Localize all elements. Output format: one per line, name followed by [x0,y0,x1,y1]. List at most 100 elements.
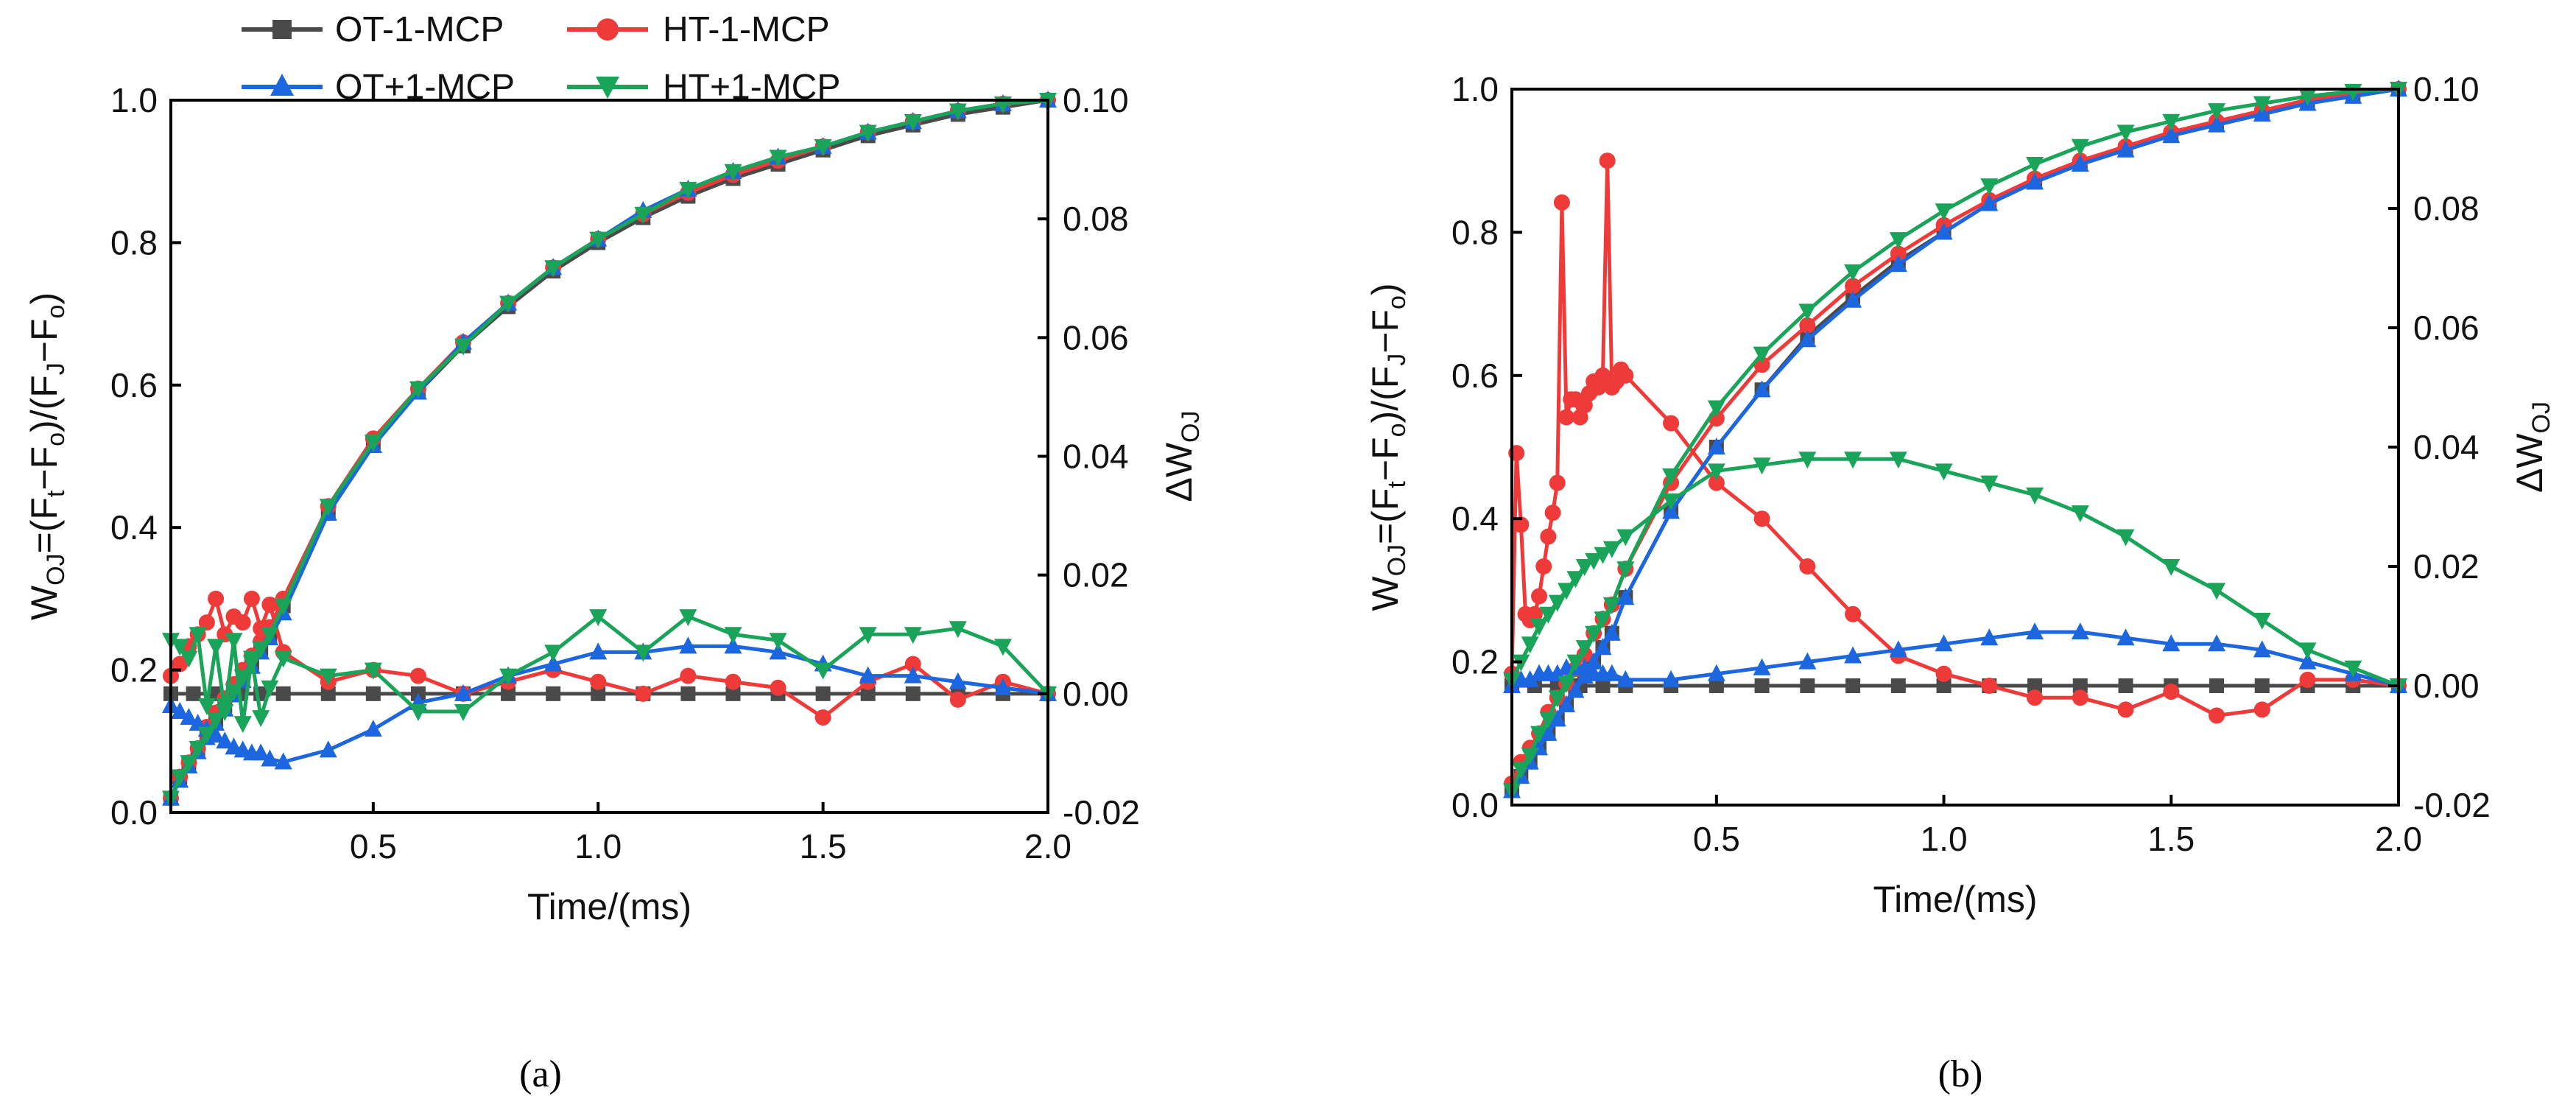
series-ht-1-mcp-right-point [1981,678,1998,694]
legend-item-ot-minus: OT-1-MCP [242,10,504,49]
series-htplus1-mcp-right-point [1844,452,1862,469]
axis-label-text: ΔW [1158,442,1200,502]
series-ht-1-mcp-right-line [1510,158,2399,717]
series-otplus1-mcp-left-point [1566,681,1585,698]
series-ht-1-mcp-right-point [1663,415,1680,432]
series-htplus1-mcp-right-point [1935,463,1953,481]
series-htplus1-mcp-right-point [544,644,563,662]
series-ht-1-mcp-right-point [2209,707,2225,724]
axis-label-text: −F [1365,437,1406,481]
series-otplus1-mcp-right-point [724,636,742,654]
y-tick-label: 0.2 [1451,643,1499,681]
series-htplus1-mcp-left-point [589,231,608,249]
series-htplus1-mcp-left-point [2298,88,2317,106]
series-otplus1-mcp-right-point [1844,646,1862,664]
series-ht-1-mcp-right-point [1935,665,1952,682]
y2-tick-label: 0.06 [2413,309,2480,347]
y-axis-label: WOJ​=(Ft​−Fo​)/(FJ​−Fo​) [1365,283,1411,611]
legend-label-ot-minus: OT-1-MCP [335,10,504,49]
series-ot-1-mcp-right-point [546,686,561,701]
series-htplus1-mcp-right-point [189,627,207,644]
series-htplus1-mcp-left-point [769,150,787,167]
series-htplus1-mcp-right-point [769,633,787,650]
series-htplus1-mcp-left-point [1521,747,1539,765]
series-ht-1-mcp-right-point [635,685,652,702]
series-otplus1-mcp-right-point [1889,640,1907,658]
y-tick-label: 0.0 [110,793,158,832]
series-htplus1-mcp-right-point [1753,457,1771,475]
series-htplus1-mcp-right-point [2116,529,2135,547]
series-ht-1-mcp-right-point [1753,510,1770,527]
series-htplus1-mcp-left-point [1512,762,1530,779]
series-otplus1-mcp-left-point [1980,194,1999,211]
series-otplus1-mcp-left-point [1602,623,1621,641]
series-ot-1-mcp-right-point [1845,678,1861,693]
series-htplus1-mcp-right-point [1980,475,1999,493]
series-htplus1-mcp-right-point [233,716,252,734]
series-htplus1-mcp-left-point [1980,178,1999,196]
series-otplus1-mcp-left-point [2116,140,2135,158]
series-ht-1-mcp-right-point [409,667,426,684]
series-htplus1-mcp-left-point [274,598,292,616]
series-htplus1-mcp-left-point [904,114,922,132]
series-htplus1-mcp-left-point [1594,611,1612,629]
series-otplus1-mcp-right-point [904,666,922,684]
y-tick-label: 1.0 [1451,70,1499,108]
series-otplus1-mcp-left-point [2162,126,2181,144]
series-htplus1-mcp-left-point [207,712,225,730]
y2-tick-label: -0.02 [1063,793,1140,832]
series-htplus1-mcp-left-point [252,641,270,658]
series-ht-1-mcp-right-point [1617,367,1634,384]
series-htplus1-mcp-left-point [189,740,207,758]
series-htplus1-mcp-left-point [679,181,697,199]
axis-label-text: ) [24,292,65,305]
series-otplus1-mcp-right-point [2071,622,2089,640]
series-htplus1-mcp-left-point [2026,157,2044,175]
y-axis-label: WOJ​=(Ft​−Fo​)/(FJ​−Fo​) [24,292,70,620]
series-htplus1-mcp-left-point [1548,690,1566,708]
series-ht-1-mcp-left-point [1845,278,1862,295]
series-otplus1-mcp-left-point [2071,155,2089,172]
x-axis-label: Time/(ms) [527,886,691,927]
chart-panel-b: 0.5 1.0 1.5 2.0 0.0 0.2 0.4 0.6 0.8 1.0 -0.02 0.00 0… [1365,70,2555,920]
series-htplus1-mcp-right-point [252,710,270,728]
series-group [162,91,1057,808]
series-htplus1-mcp-left-point [2253,96,2271,113]
series-ot-1-mcp-right-point [1754,678,1770,693]
series-ot-1-mcp-right-point [2209,678,2225,693]
series-otplus1-mcp-right-point [1980,628,1999,646]
series-otplus1-mcp-right-point [1521,670,1539,687]
series-otplus1-mcp-left-point [2253,105,2271,122]
series-otplus1-mcp-left-point [1935,222,1953,240]
series-htplus1-mcp-left-point [814,138,832,156]
series-htplus1-mcp-left-point [499,295,518,313]
series-otplus1-mcp-right-point [2208,634,2226,652]
series-htplus1-mcp-right-point [589,609,608,627]
series-ot-1-mcp-right-point [320,686,336,701]
legend: OT-1-MCP HT-1-MCP OT+1-MCP HT+1-MCP [242,10,840,107]
y2-tick-label: 0.02 [1063,556,1129,594]
y-tick-label: 0.6 [1451,356,1499,395]
legend-label-ht-minus: HT-1-MCP [663,10,830,49]
y2-tick-label: 0.10 [2413,70,2480,108]
series-otplus1-mcp-right-point [207,726,225,743]
x-tick-label: 0.5 [350,827,397,865]
series-otplus1-mcp-right-point [1616,670,1635,687]
series-htplus1-mcp-right-point [499,668,518,686]
series-otplus1-mcp-right-point [1753,658,1771,675]
series-ht-1-mcp-right-point [1553,194,1570,211]
series-ht-1-mcp-right-point [770,679,786,696]
series-htplus1-mcp-right-point [904,627,922,644]
series-ht-1-mcp-right-point [1594,367,1611,384]
series-htplus1-mcp-left-point [1662,468,1681,485]
series-otplus1-mcp-right-point [769,642,787,660]
series-htplus1-mcp-left-point [859,124,877,142]
y-tick-label: 0.8 [110,223,158,261]
axis-label-text: =(F [24,497,65,553]
series-otplus1-mcp-left-point [1585,652,1603,670]
series-htplus1-mcp-right-point [1548,594,1566,612]
series-htplus1-mcp-left-point [634,206,652,224]
axis-label-subscript: OJ [42,553,70,585]
series-htplus1-mcp-right-point [814,662,832,680]
y-tick-label: 0.4 [110,508,158,547]
